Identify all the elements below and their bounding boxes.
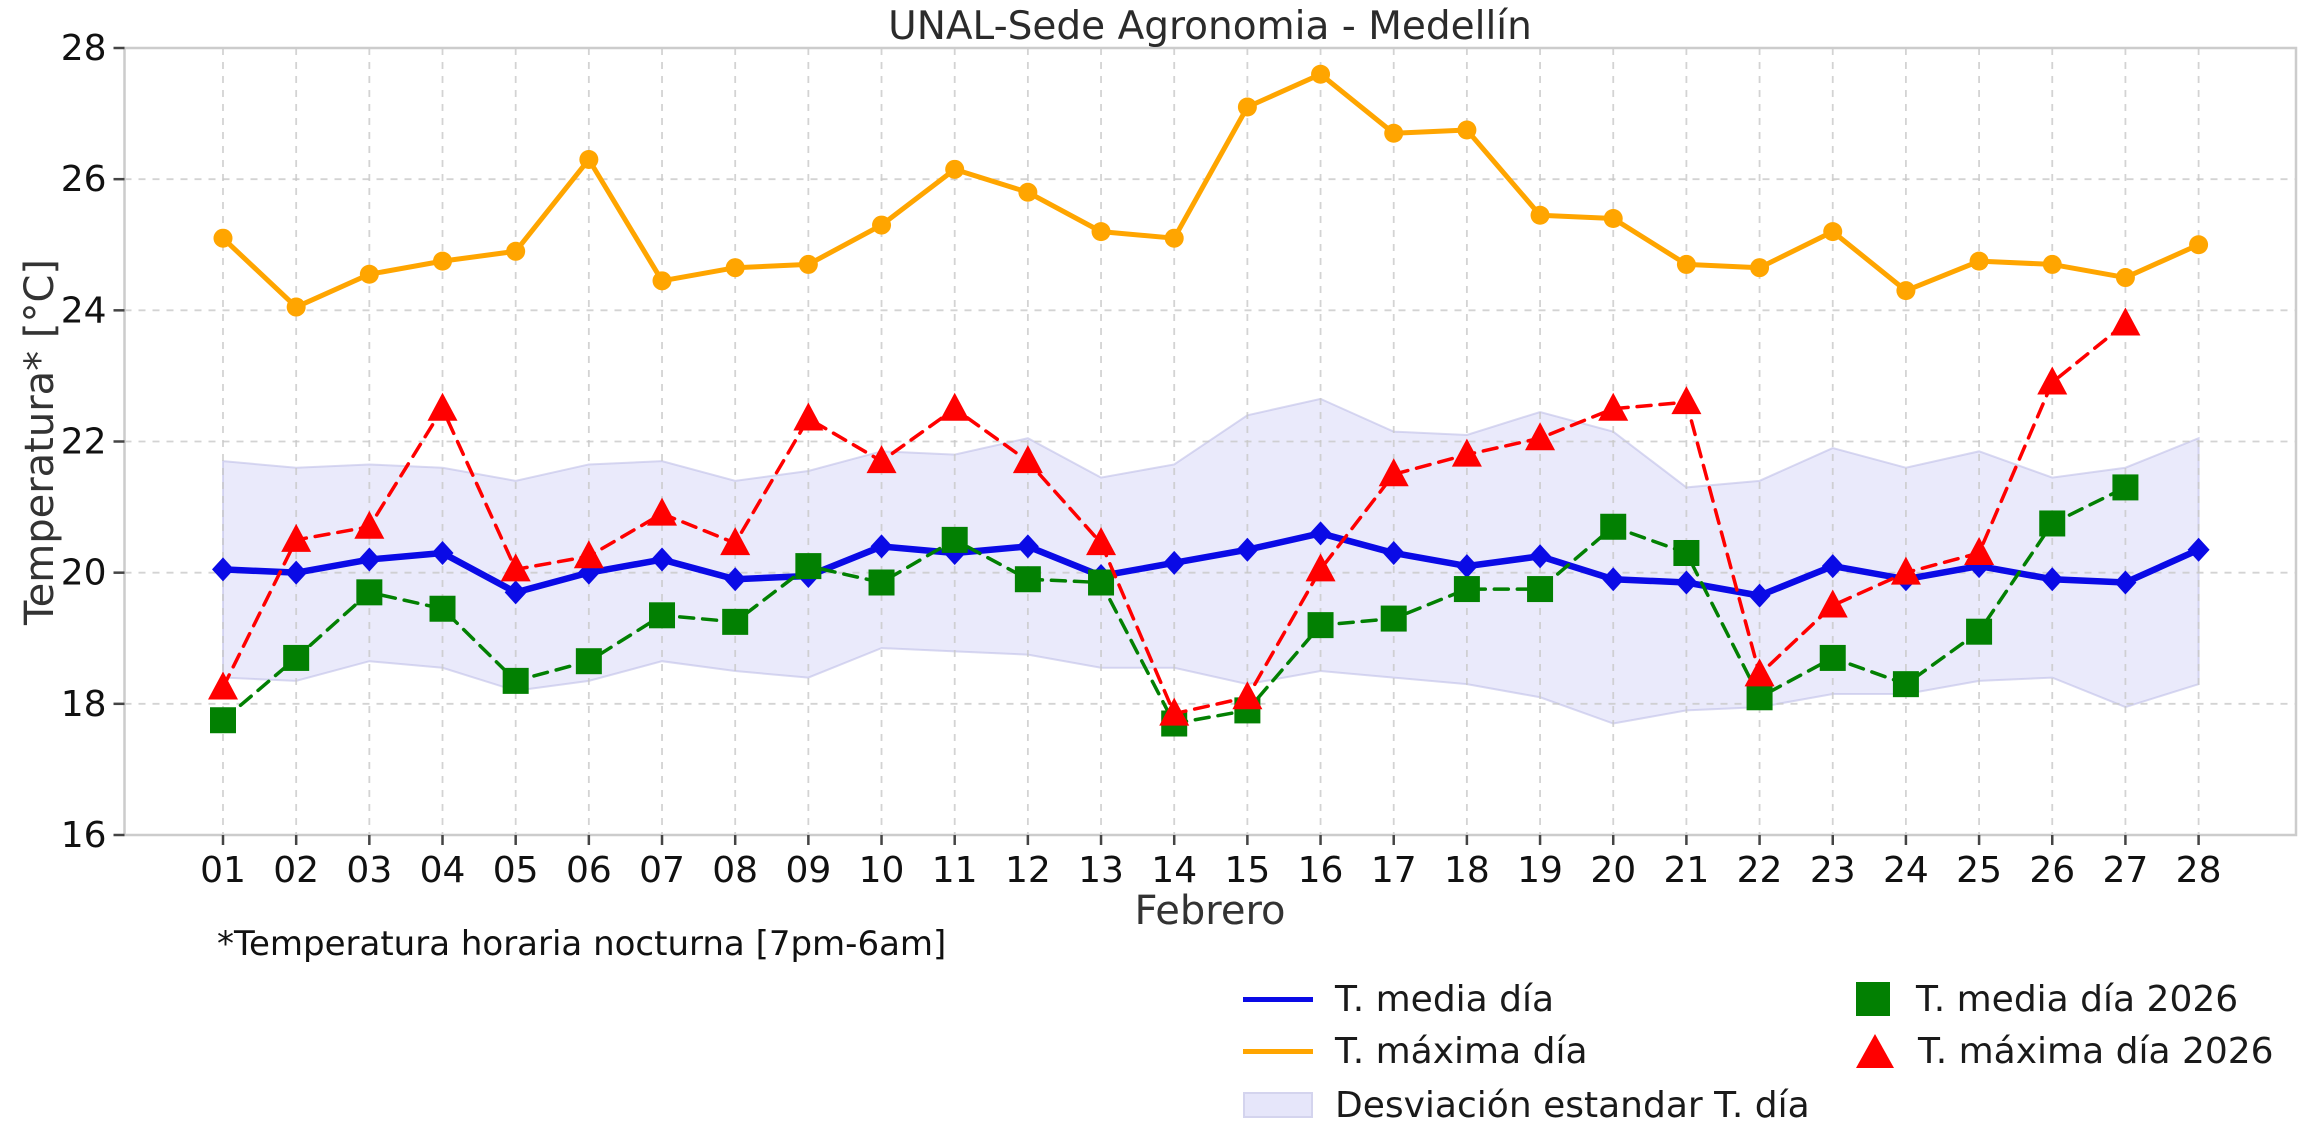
svg-text:03: 03 bbox=[346, 850, 392, 891]
svg-text:21: 21 bbox=[1663, 850, 1709, 891]
legend-item-t-media: T. media día bbox=[1243, 977, 1554, 1021]
legend-label-t-media: T. media día bbox=[1335, 978, 1555, 1020]
legend-label-t-maxima: T. máxima día bbox=[1335, 1030, 1588, 1072]
svg-text:27: 27 bbox=[2103, 850, 2149, 891]
svg-text:26: 26 bbox=[2029, 850, 2075, 891]
legend-item-t-media-2026: T. media día 2026 bbox=[1856, 977, 2238, 1021]
legend-swatch-t-media-2026-square bbox=[1856, 982, 1890, 1016]
svg-text:22: 22 bbox=[1737, 850, 1783, 891]
svg-text:18: 18 bbox=[1444, 850, 1490, 891]
svg-text:28: 28 bbox=[2176, 850, 2222, 891]
legend-swatch-t-maxima-2026-triangle bbox=[1856, 1034, 1894, 1068]
svg-text:15: 15 bbox=[1224, 850, 1270, 891]
legend-swatch-t-maxima-line bbox=[1243, 1048, 1313, 1054]
y-axis-label: Temperatura* [°C] bbox=[17, 258, 63, 626]
svg-text:25: 25 bbox=[1956, 850, 2002, 891]
svg-text:16: 16 bbox=[61, 815, 107, 856]
svg-text:04: 04 bbox=[420, 850, 466, 891]
svg-text:02: 02 bbox=[273, 850, 319, 891]
legend-label-t-maxima-2026: T. máxima día 2026 bbox=[1918, 1030, 2274, 1072]
svg-text:12: 12 bbox=[1005, 850, 1051, 891]
legend-item-t-maxima-2026: T. máxima día 2026 bbox=[1856, 1029, 2274, 1073]
legend-item-std-band: Desviación estandar T. día bbox=[1243, 1083, 1810, 1127]
svg-text:20: 20 bbox=[61, 553, 107, 594]
svg-text:22: 22 bbox=[61, 422, 107, 463]
svg-text:23: 23 bbox=[1810, 850, 1856, 891]
svg-text:20: 20 bbox=[1590, 850, 1636, 891]
svg-text:17: 17 bbox=[1371, 850, 1417, 891]
svg-text:08: 08 bbox=[712, 850, 758, 891]
svg-text:06: 06 bbox=[566, 850, 612, 891]
svg-text:26: 26 bbox=[61, 159, 107, 200]
svg-text:19: 19 bbox=[1517, 850, 1563, 891]
x-axis-label: Febrero bbox=[1134, 888, 1286, 934]
svg-text:11: 11 bbox=[932, 850, 978, 891]
footnote-text: *Temperatura horaria nocturna [7pm-6am] bbox=[217, 924, 947, 964]
svg-text:07: 07 bbox=[639, 850, 685, 891]
svg-text:14: 14 bbox=[1151, 850, 1197, 891]
svg-text:10: 10 bbox=[859, 850, 905, 891]
svg-text:24: 24 bbox=[61, 290, 107, 331]
legend-item-t-maxima: T. máxima día bbox=[1243, 1029, 1588, 1073]
svg-text:24: 24 bbox=[1883, 850, 1929, 891]
svg-text:28: 28 bbox=[61, 28, 107, 69]
svg-text:05: 05 bbox=[493, 850, 539, 891]
legend-swatch-std-band bbox=[1243, 1092, 1313, 1118]
svg-text:01: 01 bbox=[200, 850, 246, 891]
legend-swatch-t-media-line bbox=[1243, 996, 1313, 1002]
page-title: UNAL-Sede Agronomia - Medellín bbox=[888, 4, 1532, 49]
svg-text:16: 16 bbox=[1298, 850, 1344, 891]
svg-text:09: 09 bbox=[785, 850, 831, 891]
svg-text:18: 18 bbox=[61, 684, 107, 725]
legend-label-std-band: Desviación estandar T. día bbox=[1335, 1084, 1810, 1126]
legend-label-t-media-2026: T. media día 2026 bbox=[1916, 978, 2239, 1020]
svg-text:13: 13 bbox=[1078, 850, 1124, 891]
